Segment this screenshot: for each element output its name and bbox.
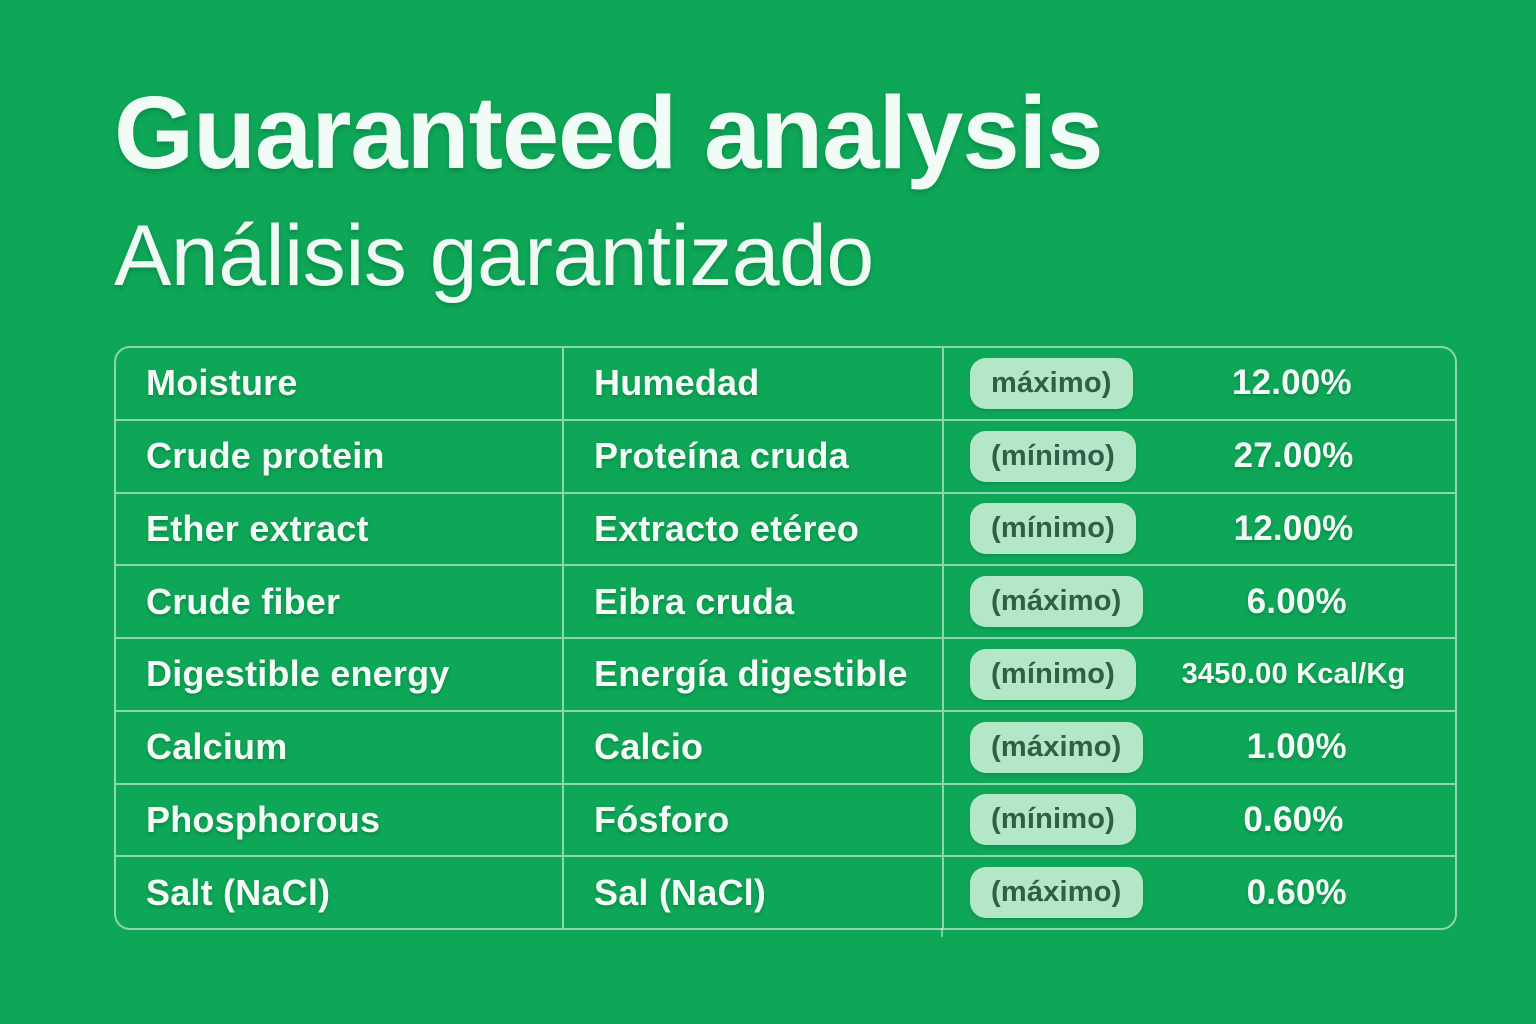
qualifier-badge: (máximo)	[970, 867, 1143, 919]
nutrient-value: 12.00%	[1233, 508, 1354, 548]
qualifier-badge: (mínimo)	[970, 794, 1137, 846]
nutrient-value: 3450.00 Kcal/Kg	[1181, 657, 1406, 690]
nutrient-name-es: Energía digestible	[562, 639, 942, 710]
nutrient-value-cell: (mínimo) 3450.00 Kcal/Kg	[942, 639, 1455, 710]
table-row-moisture: Moisture Humedad máximo) 12.00%	[116, 348, 1455, 419]
nutrient-name-en: Crude protein	[146, 435, 385, 477]
table-row-crude-fiber: Crude fiber Eibra cruda (máximo) 6.00%	[116, 564, 1455, 637]
nutrient-name-en: Phosphorous	[146, 798, 381, 840]
qualifier-badge: (máximo)	[970, 721, 1143, 773]
nutrient-name-en: Ether extract	[146, 507, 369, 549]
guaranteed-analysis-table: Moisture Humedad máximo) 12.00% Crude pr…	[114, 346, 1457, 937]
nutrient-value: 0.60%	[1246, 872, 1347, 912]
nutrient-name-es: Calcio	[562, 711, 942, 783]
qualifier-badge: (mínimo)	[970, 503, 1137, 555]
nutrient-value-cell: máximo) 12.00%	[942, 348, 1455, 419]
nutrient-value: 27.00%	[1233, 436, 1354, 476]
page-title: Guaranteed analysis	[114, 75, 1104, 190]
qualifier-badge: (máximo)	[970, 576, 1143, 628]
nutrient-name-es: Proteína cruda	[562, 420, 942, 492]
table-row-digestible-energy: Digestible energy Energía digestible (mí…	[116, 637, 1455, 710]
nutrient-value-cell: (mínimo) 27.00%	[942, 420, 1455, 492]
nutrient-value-cell: (mínimo) 12.00%	[942, 493, 1455, 565]
nutrient-value-cell: (máximo) 6.00%	[942, 566, 1455, 637]
header: Guaranteed analysis Análisis garantizado	[114, 72, 1104, 304]
nutrient-name-en: Digestible energy	[146, 653, 450, 695]
nutrient-name-es: Sal (NaCl)	[562, 857, 942, 928]
nutrient-value: 12.00%	[1231, 363, 1352, 403]
nutrient-value-cell: (máximo) 0.60%	[942, 857, 1455, 928]
table-row-salt: Salt (NaCl) Sal (NaCl) (máximo) 0.60%	[116, 855, 1455, 928]
qualifier-badge: máximo)	[970, 357, 1133, 409]
nutrient-name-es: Humedad	[562, 348, 942, 419]
nutrient-name-en: Salt (NaCl)	[146, 871, 331, 913]
nutrient-name-es: Fósforo	[562, 784, 942, 856]
nutrient-value: 6.00%	[1246, 581, 1347, 621]
nutrient-name-es: Eibra cruda	[562, 566, 942, 637]
nutrient-name-en: Crude fiber	[146, 580, 341, 622]
table-row-calcium: Calcium Calcio (máximo) 1.00%	[116, 709, 1455, 783]
table-row-crude-protein: Crude protein Proteína cruda (mínimo) 27…	[116, 418, 1455, 492]
table-row-ether-extract: Ether extract Extracto etéreo (mínimo) 1…	[116, 491, 1455, 565]
nutrient-name-es: Extracto etéreo	[562, 493, 942, 565]
nutrient-value-cell: (máximo) 1.00%	[942, 711, 1455, 783]
page-subtitle: Análisis garantizado	[114, 207, 874, 304]
nutrient-value: 0.60%	[1243, 799, 1344, 839]
qualifier-badge: (mínimo)	[970, 430, 1137, 482]
qualifier-badge: (mínimo)	[970, 648, 1137, 700]
table-row-phosphorous: Phosphorous Fósforo (mínimo) 0.60%	[116, 782, 1455, 856]
nutrient-value-cell: (mínimo) 0.60%	[942, 784, 1455, 856]
cropped-divider-stub	[941, 928, 943, 937]
nutrient-name-en: Calcium	[146, 726, 288, 768]
nutrient-value: 1.00%	[1246, 727, 1347, 767]
nutrient-name-en: Moisture	[146, 362, 298, 404]
